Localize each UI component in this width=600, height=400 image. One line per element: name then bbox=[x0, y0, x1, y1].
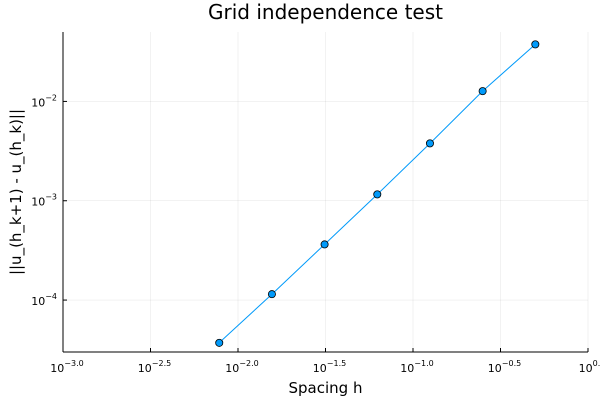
y-tick-label: 10−2 bbox=[31, 93, 57, 109]
x-tick-label: 10−1.5 bbox=[313, 359, 346, 375]
x-axis-label: Spacing h bbox=[289, 379, 363, 397]
x-tick-label: 10−2.0 bbox=[225, 359, 258, 375]
data-point bbox=[373, 190, 382, 199]
chart-title: Grid independence test bbox=[208, 0, 443, 24]
x-tick-label: 10−3.0 bbox=[50, 359, 83, 375]
x-tick-label: 100.0 bbox=[579, 359, 600, 375]
x-tick-label: 10−2.5 bbox=[138, 359, 171, 375]
x-tick-label: 10−1.0 bbox=[400, 359, 433, 375]
grid-lines bbox=[62, 32, 589, 352]
data-point bbox=[531, 40, 540, 49]
axes bbox=[62, 32, 589, 353]
data-point bbox=[215, 338, 224, 347]
y-tick-label: 10−4 bbox=[31, 292, 57, 308]
x-tick-label: 10−0.5 bbox=[488, 359, 521, 375]
data-series bbox=[215, 40, 540, 347]
tick-labels: 10−3.0 10−2.5 10−2.0 10−1.5 10−1.0 10−0.5 100.… bbox=[31, 93, 600, 375]
data-point bbox=[267, 290, 276, 299]
y-axis-label: ||u_(h_k+1) - u_(h_k)|| bbox=[7, 109, 26, 275]
data-point bbox=[425, 139, 434, 148]
data-point bbox=[478, 87, 487, 96]
data-point bbox=[320, 240, 329, 249]
y-tick-label: 10−3 bbox=[31, 193, 57, 209]
